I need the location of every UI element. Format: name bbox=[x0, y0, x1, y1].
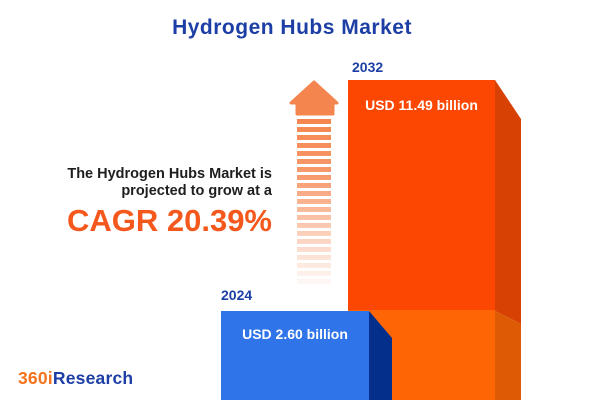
label-value-2032: USD 11.49 billion bbox=[365, 97, 478, 113]
logo-suffix: Research bbox=[52, 368, 134, 388]
chart-title: Hydrogen Hubs Market bbox=[172, 16, 412, 39]
growth-arrow-head-icon bbox=[289, 80, 339, 116]
cagr-value: CAGR 20.39% bbox=[66, 203, 272, 238]
label-value-2024: USD 2.60 billion bbox=[242, 326, 348, 342]
bar-2024-side bbox=[369, 311, 392, 400]
annotation-line-1: The Hydrogen Hubs Market is bbox=[67, 166, 272, 182]
logo-prefix: 360i bbox=[18, 368, 53, 388]
bar-2032-side-bottom bbox=[495, 311, 521, 400]
bar-2032-face-top bbox=[348, 80, 495, 310]
label-year-2032: 2032 bbox=[352, 59, 384, 75]
bar-2032-side-top bbox=[495, 80, 521, 324]
annotation-line-2: projected to grow at a bbox=[121, 183, 272, 199]
bar-2024-face bbox=[221, 311, 369, 400]
growth-arrow-shaft-icon bbox=[297, 119, 331, 284]
annotation-block: The Hydrogen Hubs Market is projected to… bbox=[0, 166, 272, 237]
label-year-2024: 2024 bbox=[221, 287, 253, 303]
logo-360iresearch: 360iResearch bbox=[18, 368, 133, 389]
